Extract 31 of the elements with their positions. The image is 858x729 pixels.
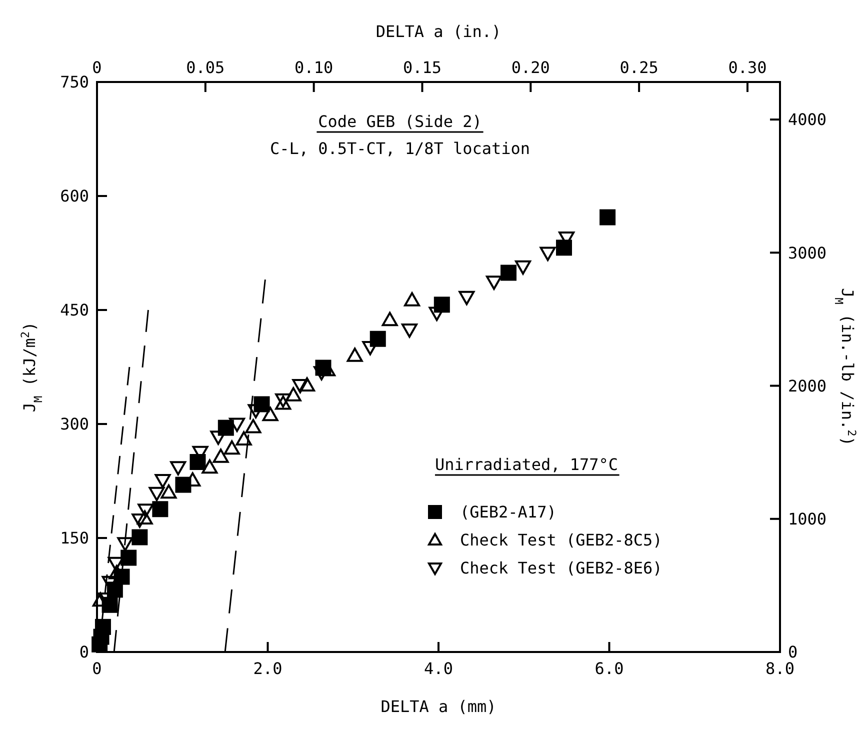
y-tick-label: 600 bbox=[60, 186, 89, 206]
x2-tick-label: 0 bbox=[92, 58, 102, 77]
x-tick-label: 8.0 bbox=[766, 659, 794, 678]
x-tick-label: 4.0 bbox=[424, 659, 453, 678]
x-tick-label: 0 bbox=[92, 659, 102, 678]
x2-tick-label: 0.15 bbox=[402, 58, 442, 77]
x-tick-label: 6.0 bbox=[594, 659, 624, 678]
y-tick-label: 750 bbox=[60, 72, 89, 92]
legend-label: Check Test (GEB2-8E6) bbox=[460, 558, 662, 578]
x-axis-title: DELTA a (mm) bbox=[380, 697, 496, 716]
x2-tick-label: 0.05 bbox=[186, 58, 225, 77]
text: C-L, 0.5T-CT, 1/8T location bbox=[270, 139, 530, 158]
x2-tick-label: 0.10 bbox=[294, 58, 334, 77]
legend-label: Check Test (GEB2-8C5) bbox=[460, 530, 662, 550]
x2-tick-label: 0.30 bbox=[728, 58, 767, 77]
y-tick-label: 300 bbox=[60, 414, 89, 434]
x2-tick-label: 0.25 bbox=[620, 58, 658, 77]
y-tick-label: 150 bbox=[60, 528, 89, 548]
x-tick-label: 2.0 bbox=[253, 659, 282, 678]
y2-tick-label: 2000 bbox=[788, 376, 827, 396]
legend-label: (GEB2-A17) bbox=[460, 502, 556, 522]
y2-tick-label: 4000 bbox=[788, 110, 827, 130]
y-tick-label: 450 bbox=[60, 300, 89, 320]
x2-tick-label: 0.20 bbox=[511, 58, 550, 77]
y2-tick-label: 1000 bbox=[788, 509, 827, 528]
x2-axis-title: DELTA a (in.) bbox=[376, 22, 502, 41]
legend-title: Unirradiated, 177°C bbox=[435, 455, 618, 474]
y-tick-label: 0 bbox=[79, 642, 89, 662]
text: Code GEB (Side 2) bbox=[318, 112, 482, 131]
y2-tick-label: 0 bbox=[788, 642, 798, 662]
y2-tick-label: 3000 bbox=[788, 243, 827, 262]
